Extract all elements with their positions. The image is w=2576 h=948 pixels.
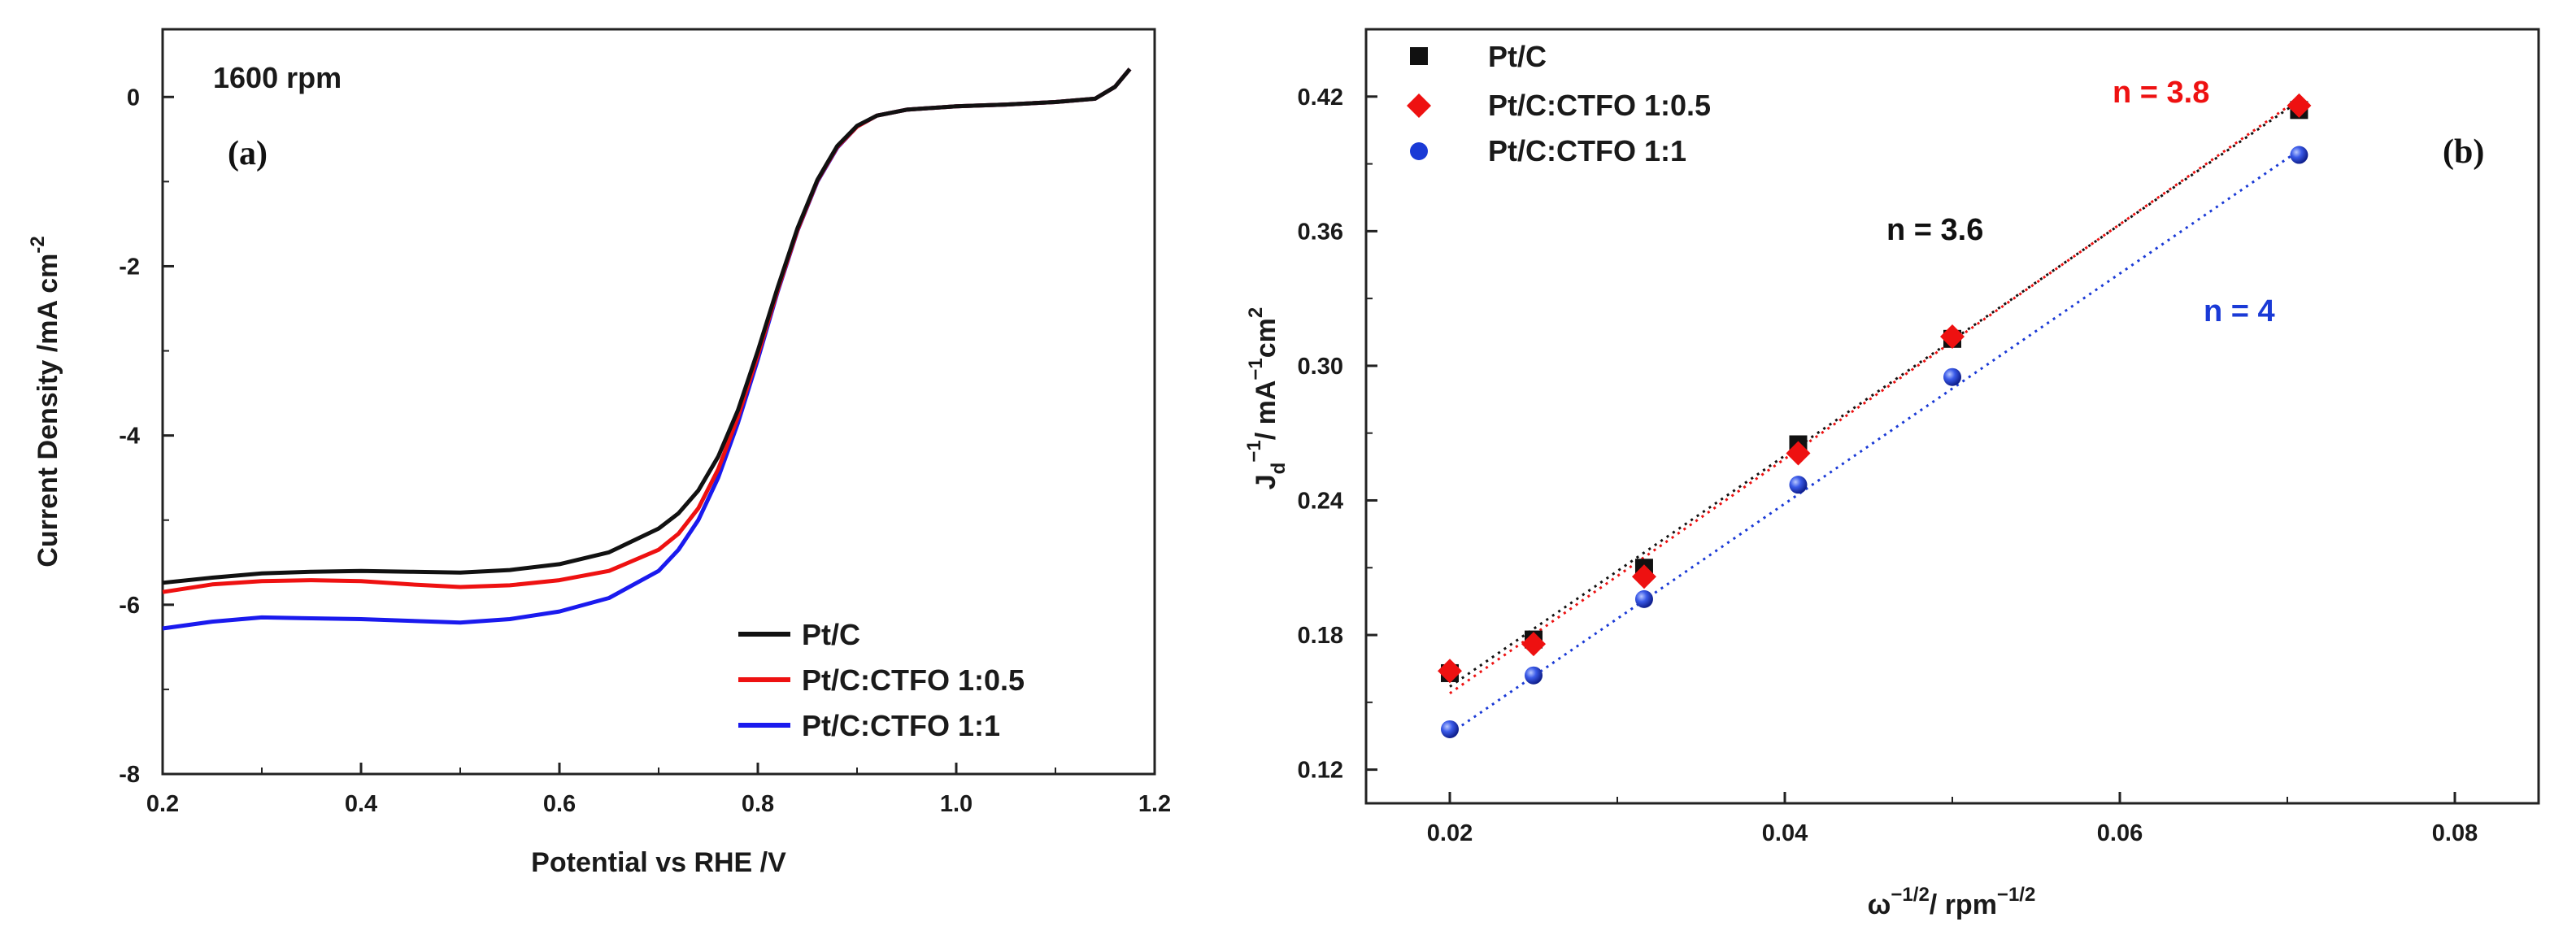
panel-b-y-tick-label: 0.30 [1298, 354, 1343, 380]
panel-b-point-pt-c-ctfo-1-1 [1789, 476, 1808, 494]
panel-b-fit-line-pt-c-ctfo-1-0-5 [1449, 98, 2300, 695]
panel-a-label: (a) [228, 135, 268, 172]
panel-b-y-tick-label: 0.36 [1298, 219, 1343, 245]
panel-a-ticks [161, 95, 1156, 776]
panel-a: 0.2 0.4 0.6 0.8 1.0 1.2 -8 -6 -4 -2 0 1600 rpm (a… [27, 28, 1171, 878]
panel-b-legend-marker-ctfo-1-0-5 [1407, 93, 1431, 118]
panel-b-annotation-n-3-6: n = 3.6 [1886, 213, 1983, 247]
panel-b-legend-label-pt-c: Pt/C [1488, 40, 1547, 73]
panel-a-x-axis-label: Potential vs RHE /V [531, 847, 786, 878]
panel-b-y-axis-label-sub: d [1268, 463, 1290, 475]
panel-a-curve-pt-c-ctfo-1-0-5 [162, 67, 1132, 594]
panel-b-point-pt-c-ctfo-1-1 [2290, 146, 2308, 164]
panel-b: 0.02 0.04 0.06 0.08 0.12 0.18 0.24 0.30 0.36 0.4… [1243, 28, 2540, 920]
panel-b-point-pt-c-ctfo-1-1 [1525, 666, 1543, 685]
panel-a-y-tick-labels: -8 -6 -4 -2 0 [119, 85, 140, 788]
panel-b-y-tick-label: 0.12 [1298, 758, 1343, 784]
panel-b-x-axis-label-unit: / rpm [1930, 889, 1997, 920]
panel-b-legend-label-ctfo-1-1: Pt/C:CTFO 1:1 [1488, 134, 1686, 167]
panel-a-x-tick-label: 1.0 [940, 791, 973, 817]
panel-b-x-tick-label: 0.04 [1762, 820, 1808, 846]
panel-b-x-axis-label-omega: ω [1868, 889, 1891, 920]
panel-a-x-tick-label: 0.8 [742, 791, 774, 817]
panel-b-point-pt-c-ctfo-1-0-5 [1521, 632, 1546, 657]
panel-a-x-tick-label: 0.6 [543, 791, 576, 817]
panel-b-point-pt-c-ctfo-1-0-5 [1631, 564, 1656, 589]
panel-b-y-tick-label: 0.42 [1298, 85, 1343, 111]
panel-b-x-axis-label-sup2: −1/2 [1997, 884, 2035, 906]
panel-b-y-tick-label: 0.18 [1298, 623, 1343, 649]
panel-b-x-tick-label: 0.08 [2432, 820, 2478, 846]
panel-a-series [162, 67, 1132, 631]
panel-b-fit-lines [1449, 98, 2300, 735]
panel-a-y-tick-label: -6 [119, 593, 140, 619]
panel-b-point-pt-c-ctfo-1-1 [1943, 367, 1961, 386]
panel-b-fit-line-pt-c [1449, 100, 2300, 688]
panel-b-point-pt-c-ctfo-1-1 [1441, 720, 1459, 738]
panel-b-y-axis-label: Jd−1/ mA−1cm2 [1243, 307, 1290, 490]
panel-b-point-pt-c-ctfo-1-0-5 [1940, 324, 1965, 350]
panel-a-x-tick-label: 0.2 [146, 791, 179, 817]
panel-b-y-axis-label-sup1: −1 [1243, 440, 1265, 462]
panel-a-curve-pt-c [162, 67, 1132, 585]
panel-b-point-pt-c-ctfo-1-0-5 [1438, 659, 1462, 684]
panel-a-y-tick-label: -4 [119, 424, 140, 450]
panel-b-point-pt-c-ctfo-1-0-5 [2287, 93, 2312, 118]
panel-a-legend-label-ctfo-1-0-5: Pt/C:CTFO 1:0.5 [802, 663, 1025, 697]
panel-b-ticks [1366, 28, 2456, 803]
panel-b-x-tick-label: 0.06 [2097, 820, 2143, 846]
panel-b-annotation-n-3-8: n = 3.8 [2113, 76, 2209, 110]
panel-b-legend-marker-pt-c [1410, 47, 1428, 65]
panel-a-y-axis-label-main: Current Density /mA cm [33, 254, 63, 567]
panel-b-x-tick-label: 0.02 [1427, 820, 1473, 846]
panel-a-y-tick-label: -8 [119, 762, 140, 788]
panel-a-y-axis-label-sup: -2 [27, 236, 49, 253]
panel-b-y-tick-label: 0.24 [1298, 488, 1343, 514]
panel-a-y-axis-label-group: Current Density /mA cm-2 [27, 236, 63, 567]
panel-a-x-tick-label: 0.4 [345, 791, 377, 817]
panel-b-legend: Pt/C Pt/C:CTFO 1:0.5 Pt/C:CTFO 1:1 [1407, 40, 1711, 167]
panel-a-y-tick-label: -2 [119, 254, 140, 280]
panel-b-legend-marker-ctfo-1-1 [1410, 142, 1428, 160]
panel-a-legend-label-pt-c: Pt/C [802, 618, 860, 651]
panel-a-y-tick-label: 0 [127, 85, 140, 111]
panel-b-y-axis-label-sup2: −1 [1245, 358, 1267, 380]
panel-b-y-axis-label-cm: cm [1251, 318, 1281, 358]
panel-a-x-tick-label: 1.2 [1138, 791, 1171, 817]
panel-b-points [1438, 93, 2312, 738]
panel-b-legend-label-ctfo-1-0-5: Pt/C:CTFO 1:0.5 [1488, 89, 1711, 122]
panel-a-x-tick-labels: 0.2 0.4 0.6 0.8 1.0 1.2 [146, 791, 1171, 817]
panel-b-x-tick-labels: 0.02 0.04 0.06 0.08 [1427, 820, 2478, 846]
panel-b-label: (b) [2443, 133, 2484, 171]
panel-a-annotation: 1600 rpm [213, 61, 342, 94]
panel-b-fit-line-pt-c-ctfo-1-1 [1449, 149, 2300, 735]
panel-a-y-axis-label: Current Density /mA cm-2 [27, 236, 63, 567]
panel-b-x-axis-label: ω−1/2/ rpm−1/2 [1868, 884, 2036, 920]
panel-b-y-axis-label-sup3: 2 [1245, 307, 1267, 318]
panel-b-annotation-n-4: n = 4 [2204, 294, 2275, 328]
panel-b-y-axis-label-group: Jd−1/ mA−1cm2 [1243, 307, 1290, 490]
panel-b-point-pt-c-ctfo-1-1 [1634, 589, 1653, 608]
panel-a-legend-label-ctfo-1-1: Pt/C:CTFO 1:1 [802, 709, 1000, 742]
panel-b-point-pt-c-ctfo-1-0-5 [1786, 441, 1811, 466]
panel-a-plot-frame [161, 28, 1156, 776]
panel-a-legend: Pt/C Pt/C:CTFO 1:0.5 Pt/C:CTFO 1:1 [738, 618, 1025, 742]
panel-a-curve-pt-c-ctfo-1-1 [162, 67, 1132, 631]
panel-b-y-axis-label-j: J [1251, 474, 1281, 489]
panel-b-y-tick-labels: 0.12 0.18 0.24 0.30 0.36 0.42 [1298, 85, 1343, 784]
panel-b-y-axis-label-unit: / mA [1251, 381, 1281, 441]
panel-b-x-axis-label-sup1: −1/2 [1891, 884, 1929, 906]
